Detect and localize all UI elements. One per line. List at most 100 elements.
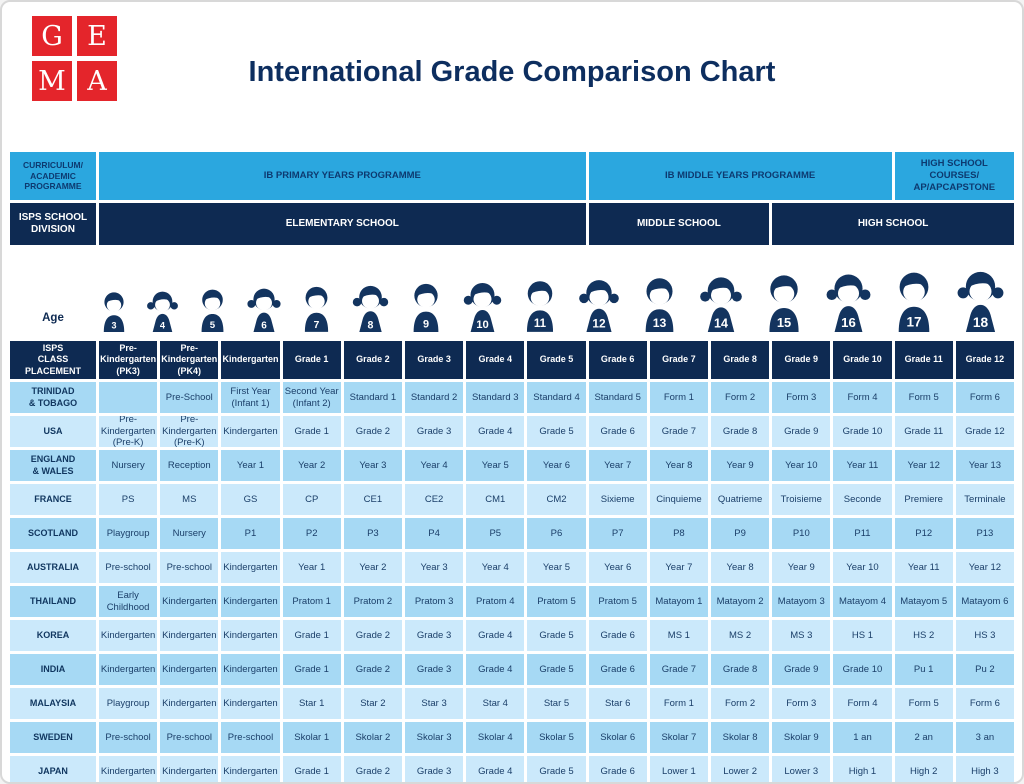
grade-cell-scotland-col-8: P6	[527, 518, 586, 549]
logo-letter-g: G	[32, 16, 72, 56]
placement-col-kindergarten: Kindergarten	[221, 341, 280, 379]
curriculum-row-label: CURRICULUM/ ACADEMIC PROGRAMME	[10, 152, 96, 200]
grade-cell-sweden-col-4: Skolar 1	[282, 722, 341, 753]
grade-cell-thailand-col-2: Kindergarten	[160, 586, 219, 617]
grade-cell-france-col-7: CM1	[466, 484, 525, 515]
placement-col-grade-7: Grade 7	[649, 341, 708, 379]
grade-cell-usa-col-13: Grade 10	[833, 416, 892, 447]
grade-cell-malaysia-col-12: Form 3	[772, 688, 831, 719]
svg-text:6: 6	[261, 320, 267, 331]
division-section-high-school: HIGH SCHOOL	[772, 203, 1014, 245]
grade-cell-france-col-1: PS	[99, 484, 158, 515]
grade-cell-trinidad-tobago-col-6: Standard 2	[405, 382, 464, 413]
grade-cell-trinidad-tobago-col-3: First Year (Infant 1)	[221, 382, 280, 413]
grade-cell-korea-col-6: Grade 3	[405, 620, 464, 651]
grade-cell-japan-col-8: Grade 5	[527, 756, 586, 782]
grade-cell-france-col-5: CE1	[343, 484, 402, 515]
country-name-thailand: THAILAND	[10, 586, 96, 617]
grade-cell-thailand-col-12: Matayom 3	[772, 586, 831, 617]
logo-letter-a: A	[77, 61, 117, 101]
placement-col-grade-4: Grade 4	[466, 341, 525, 379]
child-boy-icon-age-3: 3	[96, 290, 132, 332]
grade-cell-trinidad-tobago-col-10: Form 1	[649, 382, 708, 413]
child-boy-icon-age-13: 13	[635, 275, 684, 332]
country-name-usa: USA	[10, 416, 96, 447]
grade-cell-england-wales-col-14: Year 12	[894, 450, 953, 481]
placement-col-grade-11: Grade 11	[894, 341, 953, 379]
grade-cell-sweden-col-8: Skolar 5	[527, 722, 586, 753]
grade-cell-australia-col-9: Year 6	[588, 552, 647, 583]
grade-cell-england-wales-col-10: Year 8	[649, 450, 708, 481]
grade-cell-sweden-col-9: Skolar 6	[588, 722, 647, 753]
grade-cell-usa-col-3: Kindergarten	[221, 416, 280, 447]
grade-cell-england-wales-col-1: Nursery	[99, 450, 158, 481]
grade-cell-australia-col-11: Year 8	[711, 552, 770, 583]
grade-cell-usa-col-7: Grade 4	[466, 416, 525, 447]
grade-cell-usa-col-12: Grade 9	[772, 416, 831, 447]
grade-comparison-table: CURRICULUM/ ACADEMIC PROGRAMME IB PRIMARY…	[10, 152, 1014, 782]
grade-cell-usa-col-2: Pre- Kindergarten (Pre-K)	[160, 416, 219, 447]
country-name-trinidad-tobago: TRINIDAD & TOBAGO	[10, 382, 96, 413]
grade-cell-japan-col-11: Lower 2	[711, 756, 770, 782]
grade-cell-scotland-col-2: Nursery	[160, 518, 219, 549]
child-girl-icon-age-10: 10	[460, 280, 505, 332]
division-row-label: ISPS SCHOOL DIVISION	[10, 203, 96, 245]
grade-cell-england-wales-col-4: Year 2	[282, 450, 341, 481]
svg-text:13: 13	[653, 316, 667, 330]
grade-cell-thailand-col-3: Kindergarten	[221, 586, 280, 617]
grade-cell-malaysia-col-2: Kindergarten	[160, 688, 219, 719]
child-boy-icon-age-15: 15	[758, 272, 810, 332]
grade-cell-usa-col-9: Grade 6	[588, 416, 647, 447]
grade-cell-scotland-col-6: P4	[405, 518, 464, 549]
child-girl-icon-age-18: 18	[953, 268, 1008, 333]
grade-cell-korea-col-5: Grade 2	[343, 620, 402, 651]
svg-text:15: 15	[777, 315, 791, 330]
grade-cell-france-col-13: Seconde	[833, 484, 892, 515]
grade-cell-korea-col-7: Grade 4	[466, 620, 525, 651]
country-name-scotland: SCOTLAND	[10, 518, 96, 549]
curriculum-section-ib-middle-years-programme: IB MIDDLE YEARS PROGRAMME	[588, 152, 892, 200]
grade-cell-australia-col-7: Year 4	[466, 552, 525, 583]
grade-cell-england-wales-col-11: Year 9	[711, 450, 770, 481]
grade-cell-sweden-col-2: Pre-school	[160, 722, 219, 753]
grade-cell-india-col-11: Grade 8	[711, 654, 770, 685]
grade-cell-trinidad-tobago-col-14: Form 5	[894, 382, 953, 413]
grade-cell-india-col-1: Kindergarten	[99, 654, 158, 685]
grade-cell-scotland-col-12: P10	[772, 518, 831, 549]
grade-cell-scotland-col-15: P13	[955, 518, 1014, 549]
grade-cell-england-wales-col-8: Year 6	[527, 450, 586, 481]
grade-cell-scotland-col-3: P1	[221, 518, 280, 549]
placement-col-pre-kindergarten-pk3: Pre- Kindergarten (PK3)	[99, 341, 158, 379]
grade-cell-malaysia-col-13: Form 4	[833, 688, 892, 719]
grade-cell-japan-col-6: Grade 3	[405, 756, 464, 782]
placement-col-grade-12: Grade 12	[955, 341, 1014, 379]
grade-cell-malaysia-col-15: Form 6	[955, 688, 1014, 719]
grade-cell-usa-col-10: Grade 7	[649, 416, 708, 447]
grade-cell-france-col-3: GS	[221, 484, 280, 515]
grade-cell-sweden-col-10: Skolar 7	[649, 722, 708, 753]
grade-cell-usa-col-15: Grade 12	[955, 416, 1014, 447]
grade-cell-usa-col-5: Grade 2	[343, 416, 402, 447]
svg-text:16: 16	[841, 315, 856, 330]
grade-cell-england-wales-col-12: Year 10	[772, 450, 831, 481]
grade-cell-england-wales-col-3: Year 1	[221, 450, 280, 481]
child-girl-icon-age-16: 16	[822, 271, 875, 332]
placement-col-pre-kindergarten-pk4: Pre- Kindergarten (PK4)	[160, 341, 219, 379]
grade-cell-trinidad-tobago-col-8: Standard 4	[527, 382, 586, 413]
country-name-korea: KOREA	[10, 620, 96, 651]
grade-cell-india-col-8: Grade 5	[527, 654, 586, 685]
grade-cell-trinidad-tobago-col-4: Second Year (Infant 2)	[282, 382, 341, 413]
grade-cell-trinidad-tobago-col-7: Standard 3	[466, 382, 525, 413]
svg-text:10: 10	[476, 319, 489, 331]
grade-cell-korea-col-3: Kindergarten	[221, 620, 280, 651]
page-title: International Grade Comparison Chart	[248, 56, 776, 88]
grade-cell-thailand-col-4: Pratom 1	[282, 586, 341, 617]
grade-cell-usa-col-8: Grade 5	[527, 416, 586, 447]
grade-cell-sweden-col-13: 1 an	[833, 722, 892, 753]
grade-cell-sweden-col-1: Pre-school	[99, 722, 158, 753]
grade-cell-thailand-col-14: Matayom 5	[894, 586, 953, 617]
placement-col-grade-10: Grade 10	[833, 341, 892, 379]
grade-cell-india-col-6: Grade 3	[405, 654, 464, 685]
country-name-australia: AUSTRALIA	[10, 552, 96, 583]
